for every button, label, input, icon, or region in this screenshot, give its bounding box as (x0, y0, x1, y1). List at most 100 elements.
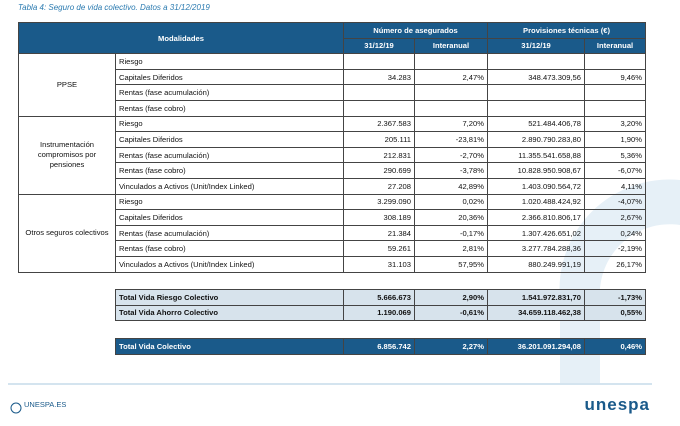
footer-site: UNESPA.ES (24, 400, 67, 409)
header-cell: Número de asegurados (343, 22, 488, 39)
value-cell: -0,17% (414, 224, 488, 242)
table-row: Otros seguros colectivos Riesgo 3.299.090 0… (18, 193, 647, 273)
row-label: Total Vida Colectivo (115, 338, 344, 355)
table-row: Rentas (fase cobro) 290.699 -3,78% 10.828.9… (19, 162, 647, 179)
value-cell: -1,73% (584, 289, 646, 306)
value-cell: 1.020.488.424,92 (487, 193, 585, 211)
value-cell: 1.541.972.831,70 (487, 289, 585, 306)
value-cell: 521.484.406,78 (487, 115, 585, 133)
value-cell: 2,90% (414, 289, 488, 306)
value-cell: 308.189 (343, 209, 415, 226)
value-cell: 9,46% (583, 68, 647, 86)
footer-logo: unespa (584, 395, 650, 414)
value-cell: -2,70% (414, 146, 488, 164)
row-label: Rentas (fase acumulación) (115, 146, 344, 164)
table-row: Vinculados a Activos (Unit/Index Linked)… (19, 255, 647, 273)
table-row: Vinculados a Activos (Unit/Index Linked)… (19, 177, 647, 195)
value-cell: 3.277.784.288,36 (487, 240, 585, 257)
value-cell: 31.103 (343, 255, 415, 273)
row-label: Vinculados a Activos (Unit/Index Linked) (115, 177, 344, 195)
value-cell: -2,19% (583, 240, 647, 257)
value-cell (343, 84, 415, 101)
table-row: Capitales Diferidos 205.111 -23,81% 2.890.7… (19, 131, 647, 148)
subheader-cell: 31/12/19 (487, 37, 585, 55)
subheader-cell: Interanual (414, 37, 488, 55)
value-cell: 1,90% (583, 131, 647, 148)
subheader-cell: Interanual (583, 37, 647, 55)
value-cell (414, 84, 488, 101)
table-row: Rentas (fase cobro) (19, 99, 647, 117)
table-row: Capitales Diferidos 308.189 20,36% 2.366.81… (19, 209, 647, 226)
value-cell: 2,81% (414, 240, 488, 257)
value-cell: -6,07% (583, 162, 647, 179)
subheader-cell: 31/12/19 (343, 37, 415, 55)
value-cell (343, 99, 415, 117)
value-cell: 42,89% (414, 177, 488, 195)
row-label: Riesgo (115, 53, 344, 70)
row-label: Capitales Diferidos (115, 68, 344, 86)
value-cell: 11.355.541.658,88 (487, 146, 585, 164)
value-cell (414, 53, 488, 70)
row-label: Rentas (fase acumulación) (115, 84, 344, 101)
value-cell: 20,36% (414, 209, 488, 226)
value-cell (583, 99, 647, 117)
row-label: Total Vida Riesgo Colectivo (115, 289, 344, 306)
value-cell: 34.659.118.462,38 (487, 304, 585, 322)
value-cell: 2,47% (414, 68, 488, 86)
value-cell: -0,61% (414, 304, 488, 322)
value-cell: 0,55% (584, 304, 646, 322)
value-cell: 1.190.069 (343, 304, 415, 322)
value-cell (343, 53, 415, 70)
value-cell: 27.208 (343, 177, 415, 195)
row-label: Rentas (fase cobro) (115, 162, 344, 179)
value-cell: 348.473.309,56 (487, 68, 585, 86)
value-cell (583, 53, 647, 70)
row-label: Riesgo (115, 193, 344, 211)
value-cell (487, 84, 585, 101)
value-cell: 2.890.790.283,80 (487, 131, 585, 148)
value-cell: -23,81% (414, 131, 488, 148)
value-cell: 2.367.583 (343, 115, 415, 133)
value-cell: 59.261 (343, 240, 415, 257)
value-cell (414, 99, 488, 117)
total-row: Total Vida Ahorro Colectivo 1.190.069 -0,6… (115, 304, 646, 322)
value-cell (583, 84, 647, 101)
value-cell: 2.366.810.806,17 (487, 209, 585, 226)
value-cell: 3.299.090 (343, 193, 415, 211)
value-cell: 0,46% (584, 338, 646, 355)
total-row: Total Vida Colectivo 6.856.742 2,27% 36.201… (115, 338, 646, 355)
value-cell: 1.307.426.651,02 (487, 224, 585, 242)
value-cell: 6.856.742 (343, 338, 415, 355)
row-label: Capitales Diferidos (115, 209, 344, 226)
group-cell: PPSE (18, 53, 116, 117)
data-table: Modalidades Número de asegurados Provisi… (18, 21, 647, 273)
value-cell (487, 99, 585, 117)
row-label: Rentas (fase cobro) (115, 99, 344, 117)
group-cell: Instrumentación compromisos por pensione… (18, 115, 116, 195)
row-label: Rentas (fase acumulación) (115, 224, 344, 242)
value-cell: 5,36% (583, 146, 647, 164)
value-cell (487, 53, 585, 70)
value-cell: 34.283 (343, 68, 415, 86)
value-cell: 5.666.673 (343, 289, 415, 306)
value-cell: 2,67% (583, 209, 647, 226)
row-label: Riesgo (115, 115, 344, 133)
value-cell: 3,20% (583, 115, 647, 133)
value-cell: 212.831 (343, 146, 415, 164)
total-row: Total Vida Riesgo Colectivo 5.666.673 2,90… (115, 289, 646, 306)
header-cell: Modalidades (18, 21, 344, 55)
grand-total-table: Total Vida Colectivo 6.856.742 2,27% 36.201… (115, 338, 646, 355)
value-cell: 1.403.090.564,72 (487, 177, 585, 195)
value-cell: 880.249.991,19 (487, 255, 585, 273)
value-cell: 0,24% (583, 224, 647, 242)
value-cell: 10.828.950.908,67 (487, 162, 585, 179)
row-label: Rentas (fase cobro) (115, 240, 344, 257)
table-row: Instrumentación compromisos por pensione… (18, 115, 647, 195)
row-label: Capitales Diferidos (115, 131, 344, 148)
value-cell: 4,11% (583, 177, 647, 195)
value-cell: 26,17% (583, 255, 647, 273)
row-label: Vinculados a Activos (Unit/Index Linked) (115, 255, 344, 273)
group-cell: Otros seguros colectivos (18, 193, 116, 273)
table-row: PPSE Riesgo (18, 53, 647, 117)
